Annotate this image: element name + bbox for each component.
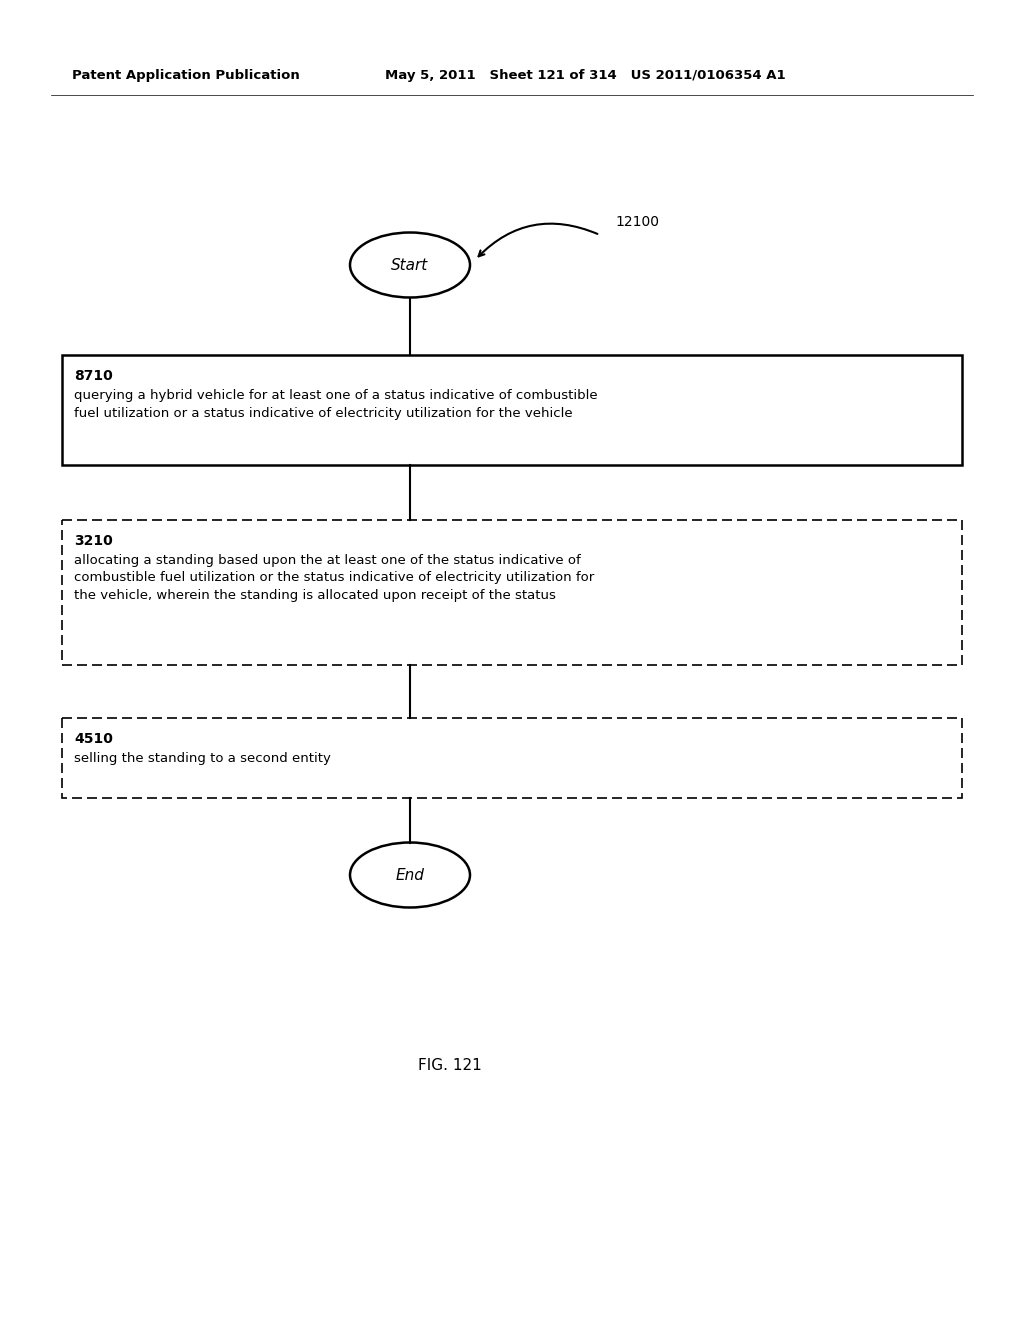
Text: End: End: [395, 867, 424, 883]
Text: selling the standing to a second entity: selling the standing to a second entity: [74, 752, 331, 766]
Text: querying a hybrid vehicle for at least one of a status indicative of combustible: querying a hybrid vehicle for at least o…: [74, 389, 598, 420]
Text: 12100: 12100: [615, 215, 659, 228]
Bar: [62, 718, 962, 799]
Text: FIG. 121: FIG. 121: [418, 1057, 482, 1072]
Text: Start: Start: [391, 257, 429, 272]
Text: 3210: 3210: [74, 535, 113, 548]
Bar: [62, 355, 962, 465]
Text: 8710: 8710: [74, 370, 113, 383]
Bar: [62, 520, 962, 665]
Text: allocating a standing based upon the at least one of the status indicative of
co: allocating a standing based upon the at …: [74, 554, 594, 602]
Text: May 5, 2011   Sheet 121 of 314   US 2011/0106354 A1: May 5, 2011 Sheet 121 of 314 US 2011/010…: [385, 69, 785, 82]
Text: Patent Application Publication: Patent Application Publication: [72, 69, 300, 82]
Text: 4510: 4510: [74, 733, 113, 746]
